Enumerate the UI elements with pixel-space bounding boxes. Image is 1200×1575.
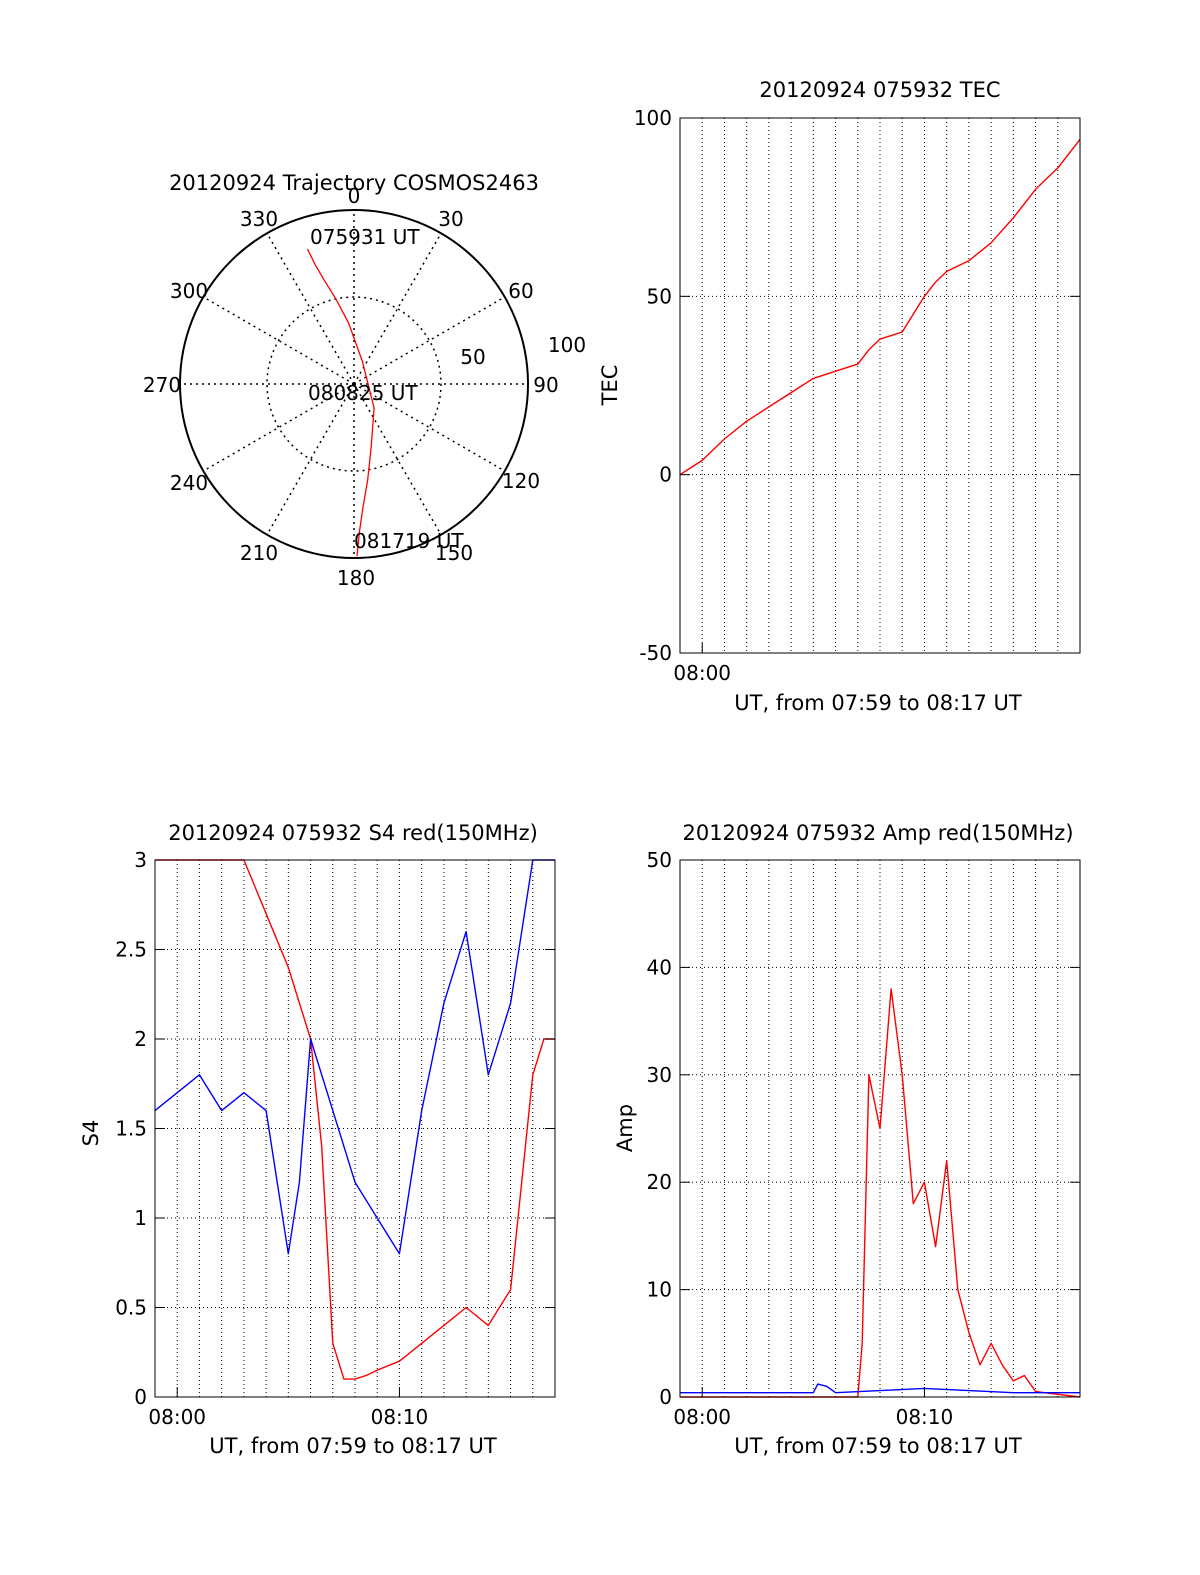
polar-grid-spoke (353, 296, 506, 385)
tec-xtick-label: 08:00 (673, 661, 731, 685)
s4-ytick-label: 2 (134, 1027, 147, 1051)
polar-grid-spoke (202, 383, 355, 472)
polar-grid-spoke (266, 232, 355, 385)
polar-angle-label: 270 (143, 373, 181, 397)
s4-ytick-label: 1.5 (115, 1117, 147, 1141)
polar-annotation: 080825 UT (308, 381, 418, 405)
amp-xtick-label: 08:00 (673, 1405, 731, 1429)
tec-xticks: 08:00 (673, 643, 731, 685)
amp-ylabel: Amp (613, 1104, 637, 1152)
polar-angle-label: 120 (502, 469, 540, 493)
amp-ytick-label: 0 (659, 1385, 672, 1409)
tec-series (679, 138, 1081, 476)
tec-ytick-label: 50 (647, 284, 672, 308)
amp-frame (679, 859, 1081, 1398)
s4-ytick-label: 3 (134, 848, 147, 872)
polar-angle-label: 60 (508, 279, 533, 303)
polar-angle-label: 180 (337, 566, 375, 590)
amp-ytick-label: 10 (647, 1278, 672, 1302)
s4-title: 20120924 075932 S4 red(150MHz) (168, 821, 538, 845)
tec-yticks: -50 0 50 100 (634, 106, 1080, 665)
polar-angle-label: 90 (533, 373, 558, 397)
amp-ytick-label: 50 (647, 848, 672, 872)
s4-ylabel: S4 (79, 1120, 103, 1147)
amp-xlabel: UT, from 07:59 to 08:17 UT (734, 1434, 1022, 1458)
polar-outer-circle (179, 209, 529, 559)
polar-grid-spoke (266, 383, 355, 536)
polar-grid-spoke (202, 296, 355, 385)
polar-annotation: 075931 UT (310, 225, 420, 249)
s4-grid (155, 860, 555, 1397)
polar-angle-label: 300 (170, 279, 208, 303)
amp-title: 20120924 075932 Amp red(150MHz) (682, 821, 1073, 845)
tec-ytick-label: 100 (634, 106, 672, 130)
polar-angle-label: 30 (438, 207, 463, 231)
tec-frame (679, 117, 1081, 654)
polar-grid-spoke (353, 232, 442, 385)
tec-xlabel: UT, from 07:59 to 08:17 UT (734, 691, 1022, 715)
tec-grid (680, 118, 1080, 653)
s4-xticks: 08:00 08:10 (148, 1387, 428, 1429)
amp-yticks: 0 10 20 30 40 50 (647, 848, 1080, 1409)
s4-series-line-blue (154, 859, 555, 1255)
polar-grid-circle (266, 296, 442, 472)
tec-panel: 20120924 075932 TEC -50 0 50 100 08:00 UT, … (598, 78, 1081, 715)
s4-ytick-label: 2.5 (115, 938, 147, 962)
tec-ytick-label: -50 (639, 641, 672, 665)
s4-ytick-label: 0 (134, 1385, 147, 1409)
s4-ytick-label: 0.5 (115, 1296, 147, 1320)
polar-angle-label: 330 (240, 207, 278, 231)
tec-ytick-label: 0 (659, 463, 672, 487)
polar-annotation: 081719 UT (354, 529, 464, 553)
polar-angle-label: 0 (348, 184, 361, 208)
amp-panel: 20120924 075932 Amp red(150MHz) 0 10 20 30 4… (613, 821, 1081, 1458)
polar-radial-label: 50 (460, 345, 485, 369)
amp-xtick-label: 08:10 (896, 1405, 954, 1429)
polar-trajectory-line (306, 248, 375, 557)
s4-yticks: 0 0.5 1 1.5 2 2.5 3 (115, 848, 555, 1409)
s4-xtick-label: 08:10 (371, 1405, 429, 1429)
polar-grid (180, 210, 528, 558)
polar-grid-spoke (353, 383, 506, 472)
polar-panel: 20120924 Trajectory COSMOS2463 0 30 60 9… (143, 171, 586, 590)
amp-grid (680, 860, 1080, 1397)
amp-series-line-red (680, 988, 1081, 1398)
tec-ylabel: TEC (598, 365, 622, 407)
amp-series (680, 988, 1081, 1398)
polar-angle-label: 210 (240, 541, 278, 565)
polar-grid-spoke (353, 383, 442, 536)
tec-series-line-red (679, 138, 1081, 476)
polar-angle-label: 240 (170, 471, 208, 495)
amp-ytick-label: 20 (647, 1170, 672, 1194)
amp-series-line-blue (680, 1383, 1080, 1394)
s4-panel: 20120924 075932 S4 red(150MHz) 0 0.5 1 1.5 2… (79, 821, 556, 1458)
polar-radial-label: 100 (548, 333, 586, 357)
s4-xlabel: UT, from 07:59 to 08:17 UT (209, 1434, 497, 1458)
polar-title: 20120924 Trajectory COSMOS2463 (169, 171, 539, 195)
amp-ytick-label: 30 (647, 1063, 672, 1087)
amp-ytick-label: 40 (647, 955, 672, 979)
s4-ytick-label: 1 (134, 1206, 147, 1230)
polar-angle-labels: 0 30 60 90 120 150 180 210 240 270 300 3… (143, 184, 559, 590)
s4-series (154, 859, 555, 1380)
tec-title: 20120924 075932 TEC (759, 78, 1000, 102)
amp-xticks: 08:00 08:10 (673, 1387, 953, 1429)
polar-angle-label: 150 (435, 541, 473, 565)
polar-series (306, 248, 375, 557)
s4-series-line-red (155, 859, 555, 1380)
s4-xtick-label: 08:00 (148, 1405, 206, 1429)
